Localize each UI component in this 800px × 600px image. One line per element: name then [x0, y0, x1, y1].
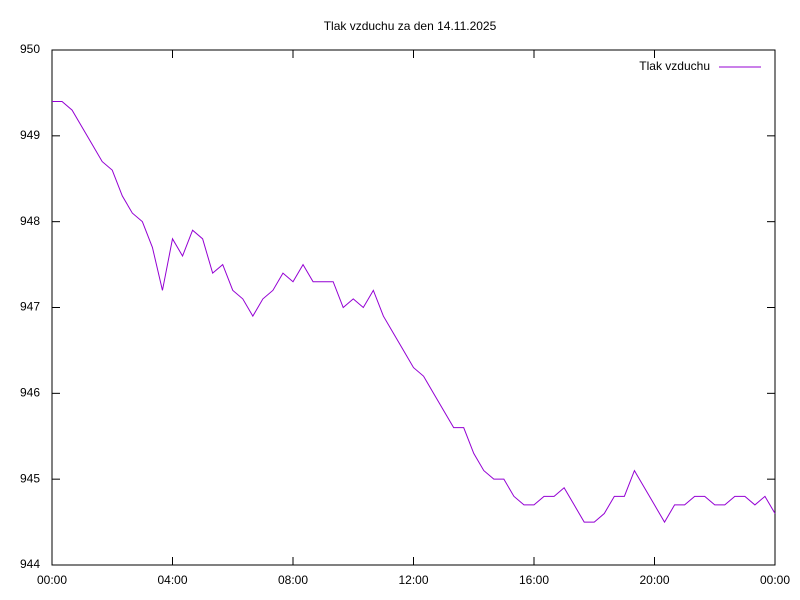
x-tick-label: 16:00: [519, 573, 549, 587]
y-tick-label: 948: [20, 214, 40, 228]
y-tick-label: 950: [20, 42, 40, 56]
y-tick-label: 945: [20, 471, 40, 485]
y-tick-label: 949: [20, 128, 40, 142]
x-tick-label: 00:00: [760, 573, 790, 587]
y-tick-label: 946: [20, 386, 40, 400]
x-tick-label: 00:00: [37, 573, 67, 587]
chart-title: Tlak vzduchu za den 14.11.2025: [324, 19, 497, 33]
x-tick-label: 08:00: [278, 573, 308, 587]
y-tick-label: 944: [20, 557, 40, 571]
legend-label: Tlak vzduchu: [639, 59, 710, 73]
data-line: [52, 101, 776, 524]
x-tick-label: 04:00: [157, 573, 187, 587]
y-tick-label: 947: [20, 300, 40, 314]
x-tick-label: 12:00: [398, 573, 428, 587]
x-tick-label: 20:00: [639, 573, 669, 587]
